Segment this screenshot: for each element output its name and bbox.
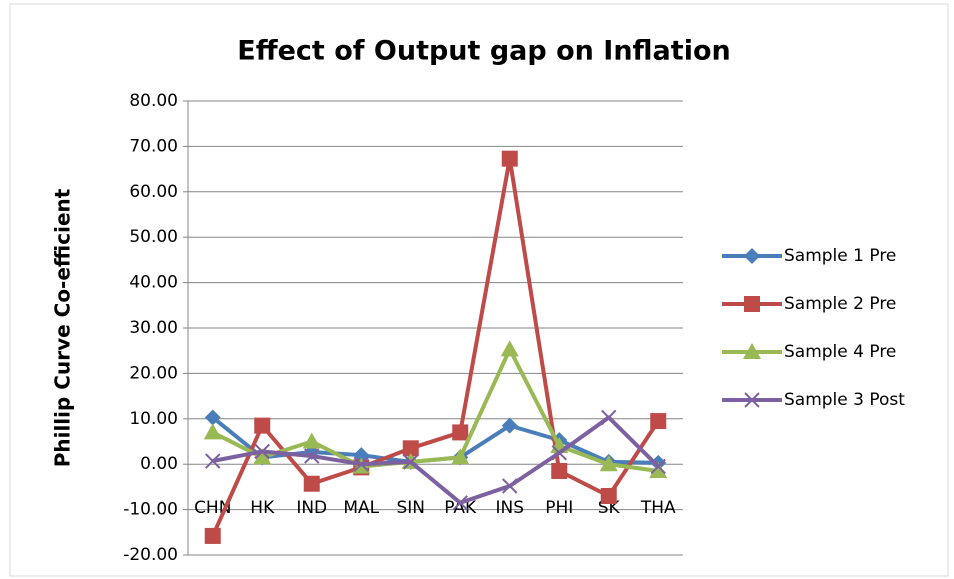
x-tick-label: PAK [444,498,477,518]
data-point [601,409,617,426]
y-tick-label: 20.00 [129,363,178,383]
data-point [650,458,666,475]
data-point [502,478,518,494]
data-point [203,423,222,440]
data-point [302,432,321,449]
series-line [212,415,660,505]
legend-marker [743,343,761,359]
data-point [353,456,369,472]
legend-marker [744,296,760,312]
series-line [211,347,659,473]
data-point [452,424,469,441]
y-tick-label: 70.00 [129,136,178,156]
data-point [253,448,272,465]
data-point [501,417,518,434]
legend-marker [744,248,760,264]
data-point [254,443,270,460]
data-point [402,440,419,457]
x-tick-label: IND [296,498,327,518]
y-tick-label: -20.00 [123,545,178,565]
y-tick-label: 80.00 [129,91,178,111]
data-point [649,462,668,479]
legend-label: Sample 2 Pre [784,294,896,314]
x-tick-label: INS [495,498,524,518]
x-tick-label: HK [250,498,275,518]
legend-label: Sample 1 Pre [784,246,896,266]
data-point [403,454,419,470]
y-axis-title: Phillip Curve Co-efficient [51,188,75,467]
data-point [304,448,320,464]
x-tick-label: SIN [396,498,425,518]
data-point [500,340,519,357]
data-point [452,495,468,511]
y-tick-label: 30.00 [129,318,178,338]
data-point [451,448,470,465]
y-tick-label: 40.00 [129,273,178,293]
legend-marker [744,392,760,408]
data-point [204,409,221,426]
x-tick-label: MAL [343,498,379,518]
data-point [600,487,617,504]
data-point [551,445,567,461]
y-tick-label: 60.00 [129,182,178,202]
data-point [599,455,618,472]
y-tick-label: -10.00 [123,500,178,520]
legend-label: Sample 4 Pre [784,342,896,362]
chart-frame [9,3,949,577]
y-tick-label: 10.00 [129,409,178,429]
data-point [650,413,667,430]
data-point [204,527,221,544]
data-point [551,463,568,480]
x-tick-label: PHI [545,498,573,518]
data-point [205,453,221,469]
y-tick-label: 50.00 [129,227,178,247]
data-point [303,475,320,492]
data-point [501,150,518,167]
chart-title: Effect of Output gap on Inflation [237,36,730,67]
y-tick-label: 0.00 [140,454,178,474]
data-point [254,417,271,434]
x-tick-label: THA [640,498,676,518]
legend-label: Sample 3 Post [784,390,905,410]
